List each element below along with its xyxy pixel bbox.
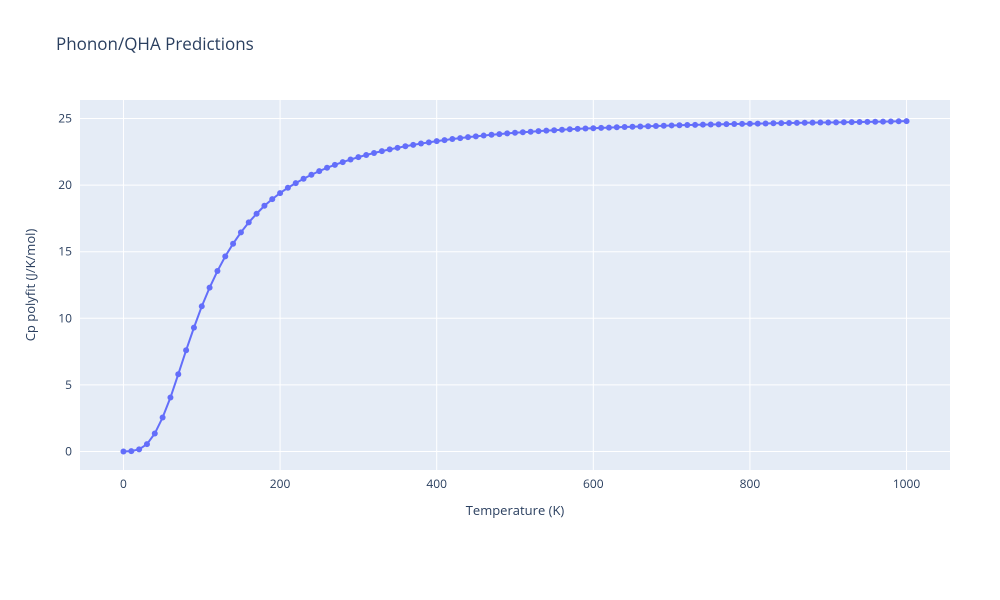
svg-text:800: 800	[740, 475, 761, 492]
svg-text:200: 200	[270, 475, 291, 492]
svg-text:20: 20	[58, 176, 72, 193]
y-tick-labels: 0 5 10 15 20 25	[58, 110, 72, 460]
x-axis-label: Temperature (K)	[466, 501, 565, 519]
svg-text:1000: 1000	[893, 475, 921, 492]
svg-text:0: 0	[65, 442, 72, 459]
svg-text:15: 15	[58, 243, 72, 260]
svg-text:25: 25	[58, 110, 72, 127]
y-axis-label: Cp polyfit (J/K/mol)	[21, 229, 39, 342]
chart-title: Phonon/QHA Predictions	[56, 32, 254, 55]
svg-text:0: 0	[120, 475, 127, 492]
x-tick-labels: 0 200 400 600 800 1000	[120, 475, 920, 492]
phonon-qha-chart[interactable]: 0 200 400 600 800 1000 0 5 10 15 20 25 Temperature…	[0, 0, 1000, 600]
svg-text:600: 600	[583, 475, 604, 492]
svg-text:400: 400	[426, 475, 447, 492]
svg-text:10: 10	[58, 309, 72, 326]
svg-text:5: 5	[65, 376, 72, 393]
